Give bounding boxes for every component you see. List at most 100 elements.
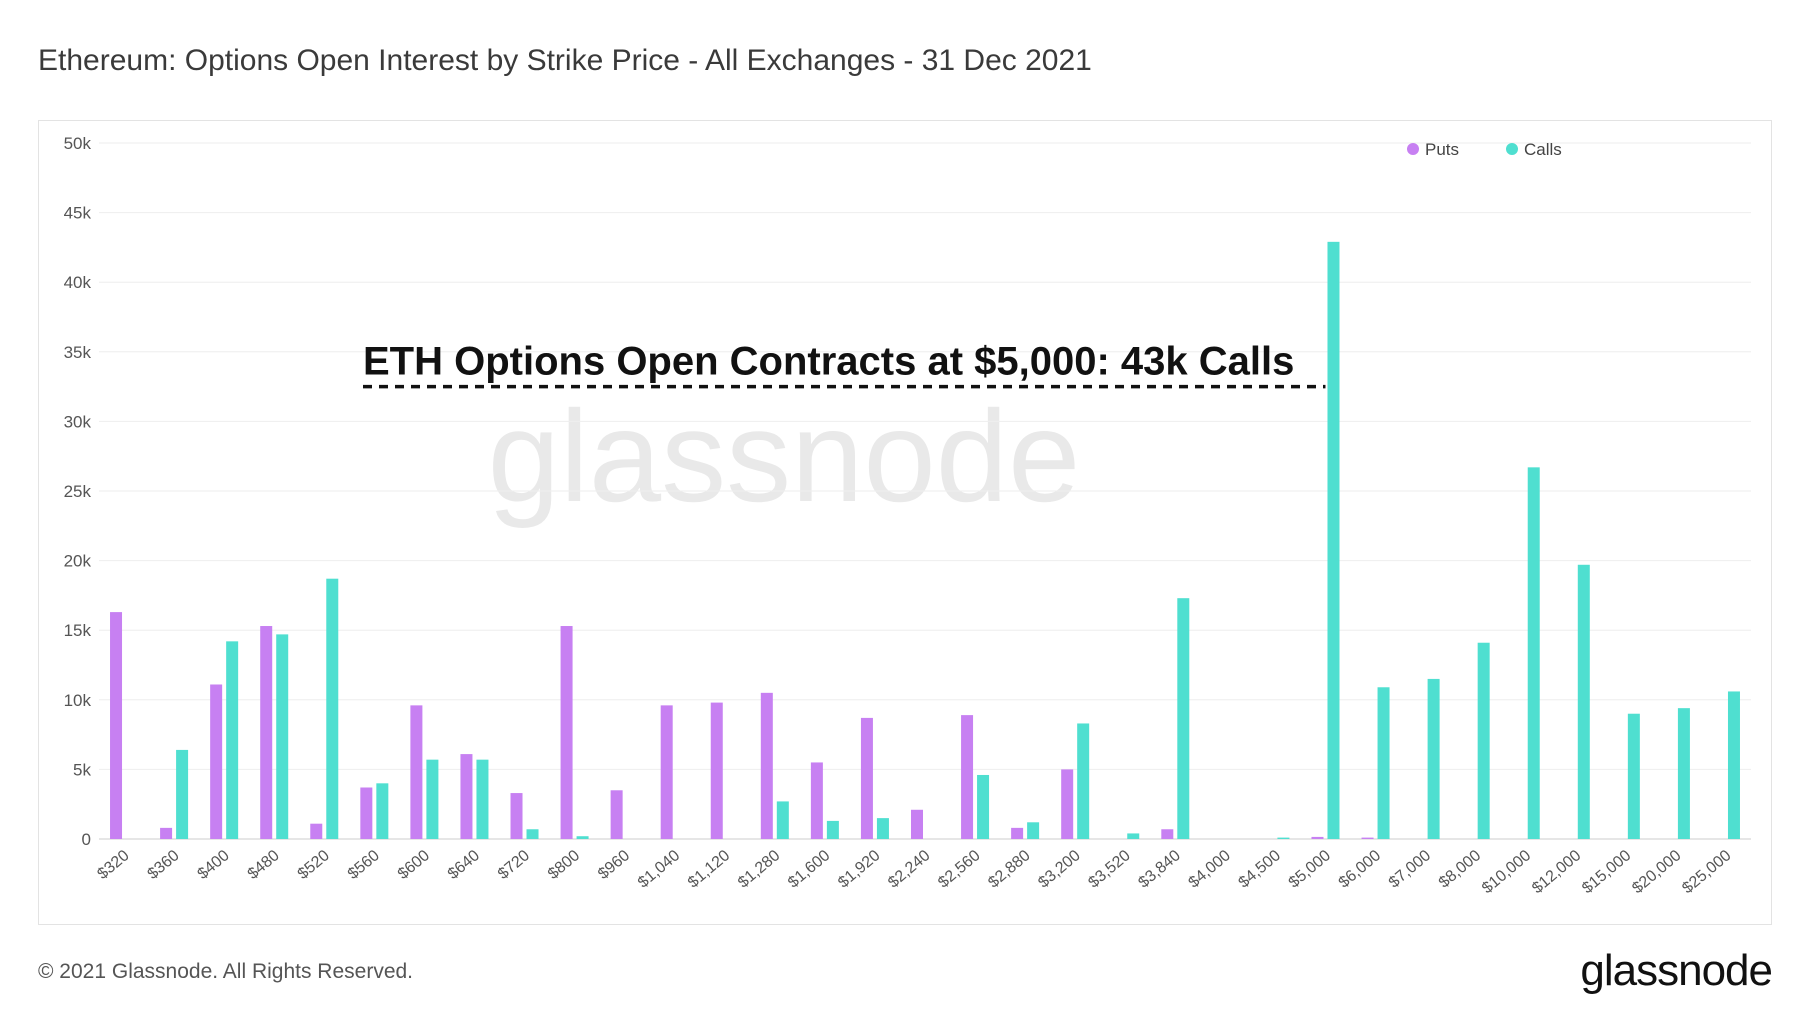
puts-bar-1 [110, 612, 123, 839]
y-tick-label: 5k [73, 760, 91, 779]
x-tick-label: $5,000 [1286, 847, 1334, 892]
calls-bar-5 [326, 578, 339, 839]
x-tick-label: $720 [495, 847, 533, 883]
x-tick-label: $560 [345, 847, 383, 883]
puts-bar-18 [961, 715, 974, 839]
annotation-text: ETH Options Open Contracts at $5,000: 43… [363, 340, 1294, 384]
x-tick-label: $960 [595, 847, 633, 883]
puts-bar-19 [1011, 827, 1024, 839]
calls-bar-3 [226, 641, 239, 839]
puts-bar-8 [460, 754, 473, 839]
legend-marker-calls [1506, 143, 1518, 155]
x-tick-label: $10,000 [1479, 847, 1534, 897]
x-tick-label: $640 [445, 847, 483, 883]
calls-bar-10 [576, 836, 589, 839]
calls-bar-14 [776, 801, 789, 839]
legend-label-calls: Calls [1524, 140, 1562, 159]
puts-bar-9 [510, 793, 523, 839]
puts-bar-14 [760, 692, 773, 839]
copyright-text: © 2021 Glassnode. All Rights Reserved. [38, 960, 414, 983]
x-tick-label: $7,000 [1386, 847, 1434, 892]
calls-bar-32 [1677, 708, 1690, 839]
y-tick-label: 45k [64, 204, 92, 223]
puts-bar-25 [1311, 836, 1324, 839]
x-tick-label: $1,120 [685, 847, 733, 892]
legend-label-puts: Puts [1425, 140, 1459, 159]
x-tick-label: $4,000 [1186, 847, 1234, 892]
watermark: glassnode [488, 383, 1081, 529]
calls-bar-18 [977, 774, 990, 839]
calls-bar-6 [376, 783, 389, 839]
calls-bar-9 [526, 829, 539, 839]
puts-bar-4 [260, 626, 273, 839]
x-tick-label: $20,000 [1629, 847, 1684, 897]
puts-bar-6 [360, 787, 373, 839]
x-tick-label: $2,240 [885, 847, 933, 892]
calls-bar-19 [1027, 822, 1040, 839]
calls-bar-7 [426, 759, 439, 839]
x-tick-label: $360 [144, 847, 182, 883]
x-tick-label: $1,600 [785, 847, 833, 892]
x-tick-label: $1,280 [735, 847, 783, 892]
puts-bar-17 [911, 809, 923, 839]
puts-bar-13 [710, 702, 723, 839]
calls-bar-26 [1377, 687, 1390, 839]
x-tick-label: $25,000 [1679, 847, 1734, 897]
puts-bar-22 [1161, 829, 1174, 839]
x-tick-label: $3,840 [1135, 847, 1183, 892]
x-tick-label: $520 [295, 847, 333, 883]
chart-frame: glassnode 0 5k 10k 15k 20k 25k 30k 35k 40k 45k 50k $… [38, 120, 1772, 925]
y-tick-label: 10k [64, 691, 92, 710]
puts-bar-26 [1361, 837, 1374, 839]
x-tick-label: $3,200 [1035, 847, 1083, 892]
puts-bar-20 [1061, 769, 1074, 839]
x-tick-label: $480 [245, 847, 283, 883]
puts-bar-2 [160, 827, 173, 839]
y-tick-label: 15k [64, 621, 92, 640]
x-tick-label: $3,520 [1085, 847, 1133, 892]
x-tick-label: $8,000 [1436, 847, 1484, 892]
puts-bar-11 [610, 790, 623, 839]
legend-marker-puts [1407, 143, 1419, 155]
calls-bar-24 [1277, 837, 1290, 839]
y-tick-label: 50k [64, 134, 92, 153]
calls-bar-21 [1127, 833, 1140, 839]
calls-bar-16 [876, 818, 889, 839]
puts-bar-5 [310, 823, 323, 839]
calls-bar-8 [476, 759, 489, 839]
x-tick-label: $600 [395, 847, 433, 883]
x-tick-label: $12,000 [1529, 847, 1584, 897]
puts-bar-16 [860, 717, 873, 839]
y-tick-label: 20k [64, 552, 92, 571]
y-tick-label: 0 [82, 830, 91, 849]
x-tick-label: $15,000 [1579, 847, 1634, 897]
calls-bar-29 [1527, 467, 1540, 839]
x-tick-label: $1,040 [635, 847, 683, 892]
x-tick-label: $2,880 [985, 847, 1033, 892]
calls-bar-20 [1077, 723, 1090, 839]
calls-bar-30 [1577, 564, 1590, 839]
x-tick-label: $400 [195, 847, 233, 883]
calls-bar-4 [276, 634, 289, 839]
x-tick-label: $1,920 [835, 847, 883, 892]
y-tick-label: 35k [64, 343, 92, 362]
puts-bar-15 [810, 762, 823, 839]
calls-bar-2 [176, 749, 189, 839]
glassnode-logo: glassnode [1580, 946, 1773, 995]
y-tick-label: 30k [64, 412, 92, 431]
y-tick-label: 25k [64, 482, 92, 501]
puts-bar-7 [410, 705, 423, 839]
calls-bar-22 [1177, 598, 1190, 839]
page-title: Ethereum: Options Open Interest by Strik… [38, 44, 1092, 77]
calls-bar-33 [1727, 691, 1740, 839]
calls-bar-28 [1477, 642, 1490, 839]
calls-bar-15 [826, 820, 839, 839]
puts-bar-3 [210, 684, 223, 839]
puts-bar-10 [560, 626, 573, 839]
options-open-interest-chart: glassnode 0 5k 10k 15k 20k 25k 30k 35k 40k 45k 50k $… [64, 134, 1751, 897]
x-tick-label: $6,000 [1336, 847, 1384, 892]
x-tick-label: $2,560 [935, 847, 983, 892]
x-tick-label: $4,500 [1236, 847, 1284, 892]
calls-bar-27 [1427, 678, 1440, 839]
calls-bar-31 [1627, 713, 1640, 839]
